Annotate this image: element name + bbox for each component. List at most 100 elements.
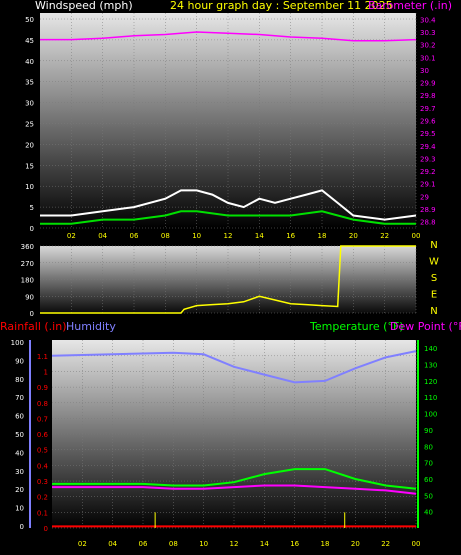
humidity-ticks: 0 10 20 30 40 50 60 70 80 90 100 [11, 339, 31, 531]
barometer-tick-label: 28.9 [420, 206, 436, 214]
humidity-tick-label: 50 [15, 431, 24, 439]
x-tick-label: 00 [412, 232, 421, 240]
direction-tick-label: 0 [30, 310, 34, 318]
x-tick-label: 08 [161, 232, 170, 240]
x-tick-label: 00 [412, 540, 421, 548]
rainfall-tick-label: 0.2 [37, 494, 48, 502]
temperature-ticks: 40 50 60 70 80 90 100 110 120 130 140 [417, 340, 437, 528]
rainfall-tick-label: 0.4 [37, 462, 49, 470]
rainfall-axis-label: Rainfall (.in) [0, 320, 67, 333]
humidity-tick-label: 70 [15, 394, 24, 402]
windspeed-tick-label: 20 [25, 141, 34, 149]
temperature-tick-label: 110 [424, 394, 437, 402]
barometer-tick-label: 29.6 [420, 118, 436, 126]
barometer-tick-label: 29.3 [420, 155, 436, 163]
direction-series [40, 245, 416, 314]
barometer-tick-label: 30.4 [420, 16, 436, 24]
rainfall-tick-label: 0 [44, 525, 48, 533]
direction-tick-label: 270 [21, 260, 34, 268]
x-tick-label: 14 [260, 540, 269, 548]
temperature-tick-label: 40 [424, 509, 433, 517]
direction-tick-label: 90 [25, 293, 34, 301]
dewpoint-axis-label: Dew Point (°F) [390, 320, 461, 333]
x-tick-label: 14 [255, 232, 264, 240]
humidity-tick-label: 60 [15, 413, 24, 421]
rainfall-tick-label: 1.1 [37, 353, 48, 361]
x-tick-label: 02 [78, 540, 87, 548]
temperature-tick-label: 90 [424, 427, 433, 435]
humidity-tick-label: 90 [15, 357, 24, 365]
x-tick-label: 22 [380, 232, 389, 240]
windspeed-tick-label: 35 [25, 79, 34, 87]
direction-panel-grid [40, 245, 417, 314]
windspeed-tick-label: 50 [25, 16, 34, 24]
x-tick-label: 02 [67, 232, 76, 240]
barometer-tick-label: 28.8 [420, 219, 436, 227]
humidity-tick-label: 100 [11, 339, 24, 347]
rainfall-tick-label: 0.1 [37, 509, 48, 517]
compass-letter: E [431, 290, 437, 301]
rainfall-tick-label: 0.7 [37, 415, 48, 423]
x-tick-label: 20 [349, 232, 358, 240]
humidity-axis-label: Humidity [66, 320, 116, 333]
barometer-tick-label: 30.3 [420, 29, 436, 37]
humidity-tick-label: 80 [15, 376, 24, 384]
x-tick-label: 18 [321, 540, 330, 548]
x-tick-label: 18 [318, 232, 327, 240]
wind-panel-series [40, 31, 417, 225]
rainfall-tick-label: 0.9 [37, 384, 48, 392]
dewpoint-line [52, 484, 417, 495]
x-tick-label: 16 [290, 540, 299, 548]
rainfall-tick-label: 0.5 [37, 447, 48, 455]
temperature-line [52, 468, 417, 490]
windspeed-tick-label: 0 [30, 225, 34, 233]
temperature-tick-label: 80 [424, 443, 433, 451]
temperature-tick-label: 60 [424, 476, 433, 484]
windspeed-tick-label: 45 [25, 37, 34, 45]
humidity-tick-label: 10 [15, 505, 24, 513]
x-tick-label: 04 [108, 540, 117, 548]
barometer-tick-label: 29 [420, 193, 429, 201]
compass-letter: N [430, 306, 437, 317]
x-tick-label: 08 [169, 540, 178, 548]
barometer-tick-label: 29.8 [420, 92, 436, 100]
humidity-line [51, 350, 417, 384]
rainfall-tick-label: 0.3 [37, 478, 48, 486]
windspeed-axis-label: Windspeed (mph) [35, 0, 133, 12]
temperature-tick-label: 100 [424, 411, 437, 419]
humidity-tick-label: 20 [15, 486, 24, 494]
temperature-tick-label: 70 [424, 460, 433, 468]
x-tick-label: 10 [199, 540, 208, 548]
barometer-tick-label: 29.1 [420, 181, 436, 189]
windspeed-tick-label: 25 [25, 121, 34, 129]
x-tick-label: 16 [286, 232, 295, 240]
windspeed-tick-label: 30 [25, 100, 34, 108]
climate-panel-series [51, 350, 417, 528]
barometer-tick-label: 29.9 [420, 80, 436, 88]
temperature-axis-label: Temperature (°F) [309, 320, 404, 333]
barometer-tick-label: 29.4 [420, 143, 436, 151]
humidity-tick-label: 0 [20, 523, 24, 531]
graph-title: 24 hour graph day : September 11 2025 [170, 0, 393, 12]
temperature-tick-label: 50 [424, 492, 433, 500]
windspeed-line [40, 189, 417, 221]
climate-panel-grid [52, 340, 417, 529]
x-tick-label: 06 [130, 232, 139, 240]
wind-direction-line [40, 245, 416, 314]
wind-average-line [40, 210, 416, 225]
x-tick-label: 12 [224, 232, 233, 240]
direction-degree-ticks: 0 90 180 270 360 [21, 243, 34, 318]
barometer-tick-label: 30.1 [420, 54, 436, 62]
temperature-tick-label: 120 [424, 378, 437, 386]
barometer-tick-label: 30.2 [420, 42, 436, 50]
windspeed-tick-label: 15 [25, 162, 34, 170]
barometer-tick-label: 29.7 [420, 105, 436, 113]
windspeed-ticks: 0 5 10 15 20 25 30 35 40 45 50 [25, 16, 34, 233]
windspeed-tick-label: 40 [25, 58, 34, 66]
x-tick-label: 06 [139, 540, 148, 548]
barometer-axis-label: Barometer (.in) [368, 0, 452, 12]
x-tick-label: 12 [230, 540, 239, 548]
rainfall-ticks: 0 0.1 0.2 0.3 0.4 0.5 0.6 0.7 0.8 0.9 1 1.1 [37, 353, 49, 533]
barometer-line [40, 31, 417, 42]
